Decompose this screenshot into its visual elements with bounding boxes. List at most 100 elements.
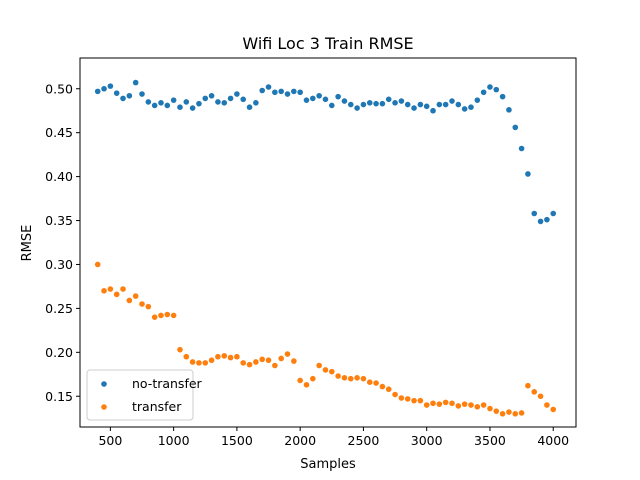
data-point-no-transfer xyxy=(310,95,316,102)
data-point-transfer xyxy=(139,301,145,307)
data-point-transfer xyxy=(360,375,367,382)
data-point-no-transfer xyxy=(215,99,221,105)
legend-box xyxy=(86,369,194,421)
data-point-transfer xyxy=(518,410,525,416)
data-point-no-transfer xyxy=(240,96,247,103)
data-point-transfer xyxy=(506,409,512,415)
data-point-transfer xyxy=(278,355,284,362)
data-point-transfer xyxy=(347,375,354,382)
data-point-no-transfer xyxy=(278,88,284,95)
x-tick-label: 1500 xyxy=(221,433,253,448)
data-point-transfer xyxy=(392,391,398,398)
data-point-no-transfer xyxy=(354,105,360,111)
data-point-transfer xyxy=(398,395,405,401)
data-point-transfer xyxy=(132,293,139,299)
data-point-no-transfer xyxy=(366,100,373,106)
data-point-transfer xyxy=(310,375,316,382)
data-point-transfer xyxy=(423,402,430,408)
data-point-no-transfer xyxy=(170,97,177,103)
x-tick-label: 500 xyxy=(98,433,122,448)
data-point-transfer xyxy=(107,286,114,292)
data-point-transfer xyxy=(101,288,107,294)
data-point-no-transfer xyxy=(177,104,183,110)
plot-frame xyxy=(79,57,577,428)
data-point-no-transfer xyxy=(265,84,272,90)
data-point-no-transfer xyxy=(404,101,411,108)
data-point-transfer xyxy=(208,357,215,364)
data-point-transfer xyxy=(341,375,348,381)
y-tick-label: 0.30 xyxy=(45,257,73,272)
chart-title: Wifi Loc 3 Train RMSE xyxy=(242,34,413,53)
data-point-no-transfer xyxy=(550,210,557,217)
y-axis-ticks: 0.15 0.20 0.25 0.30 0.35 0.40 0.45 0.50 xyxy=(45,81,80,404)
y-tick-label: 0.40 xyxy=(45,169,73,184)
y-tick-label: 0.15 xyxy=(45,389,73,404)
data-point-no-transfer xyxy=(189,105,196,111)
data-point-no-transfer xyxy=(468,104,474,110)
data-point-transfer xyxy=(297,377,303,384)
data-point-transfer xyxy=(145,303,152,310)
data-point-no-transfer xyxy=(234,91,240,97)
data-point-no-transfer xyxy=(379,100,386,107)
data-point-transfer xyxy=(120,286,126,292)
data-point-no-transfer xyxy=(221,100,228,106)
data-point-no-transfer xyxy=(347,101,354,108)
data-point-transfer xyxy=(177,346,183,353)
legend-label-transfer: transfer xyxy=(132,399,182,414)
data-point-transfer xyxy=(221,353,228,359)
data-point-no-transfer xyxy=(132,79,139,86)
data-point-transfer xyxy=(461,401,468,407)
data-point-no-transfer xyxy=(461,106,468,112)
data-point-transfer xyxy=(202,360,209,366)
data-point-no-transfer xyxy=(139,91,145,97)
x-tick-label: 2500 xyxy=(348,433,380,448)
data-point-no-transfer xyxy=(94,88,101,95)
data-point-no-transfer xyxy=(360,101,367,108)
data-point-no-transfer xyxy=(101,85,107,92)
series-transfer xyxy=(94,261,557,417)
data-point-transfer xyxy=(253,359,259,365)
data-point-no-transfer xyxy=(518,145,525,152)
data-point-transfer xyxy=(544,402,550,408)
data-point-no-transfer xyxy=(259,87,266,94)
series-no-transfer xyxy=(94,79,557,225)
data-point-transfer xyxy=(385,386,392,393)
data-point-no-transfer xyxy=(107,83,114,89)
data-point-no-transfer xyxy=(113,90,120,96)
legend-marker-no-transfer xyxy=(101,381,107,387)
data-point-transfer xyxy=(196,360,202,366)
data-point-no-transfer xyxy=(164,102,171,109)
data-point-no-transfer xyxy=(303,97,310,103)
data-point-no-transfer xyxy=(385,96,392,103)
y-axis-label: RMSE xyxy=(20,225,35,262)
y-tick-label: 0.35 xyxy=(45,213,73,228)
data-point-transfer xyxy=(404,396,411,402)
data-point-transfer xyxy=(328,368,335,375)
y-tick-label: 0.50 xyxy=(45,81,73,96)
data-point-transfer xyxy=(246,361,253,368)
data-point-transfer xyxy=(158,312,164,319)
data-point-transfer xyxy=(272,362,278,369)
data-point-transfer xyxy=(468,402,474,408)
data-point-no-transfer xyxy=(373,100,379,107)
data-point-transfer xyxy=(215,353,221,360)
data-point-transfer xyxy=(373,380,379,386)
data-point-no-transfer xyxy=(183,99,190,105)
data-point-no-transfer xyxy=(442,101,449,108)
data-point-no-transfer xyxy=(436,101,443,108)
data-point-transfer xyxy=(183,353,190,360)
data-point-transfer xyxy=(379,383,386,390)
data-point-no-transfer xyxy=(398,98,405,104)
data-point-transfer xyxy=(417,397,424,404)
data-point-no-transfer xyxy=(322,96,329,103)
data-point-no-transfer xyxy=(430,107,436,114)
y-tick-label: 0.45 xyxy=(45,125,73,140)
data-point-transfer xyxy=(512,411,519,417)
data-point-no-transfer xyxy=(544,216,550,223)
data-point-no-transfer xyxy=(392,100,398,106)
x-tick-label: 3000 xyxy=(411,433,443,448)
x-axis-label: Samples xyxy=(300,457,356,472)
data-point-no-transfer xyxy=(525,171,531,177)
data-point-transfer xyxy=(94,261,101,268)
